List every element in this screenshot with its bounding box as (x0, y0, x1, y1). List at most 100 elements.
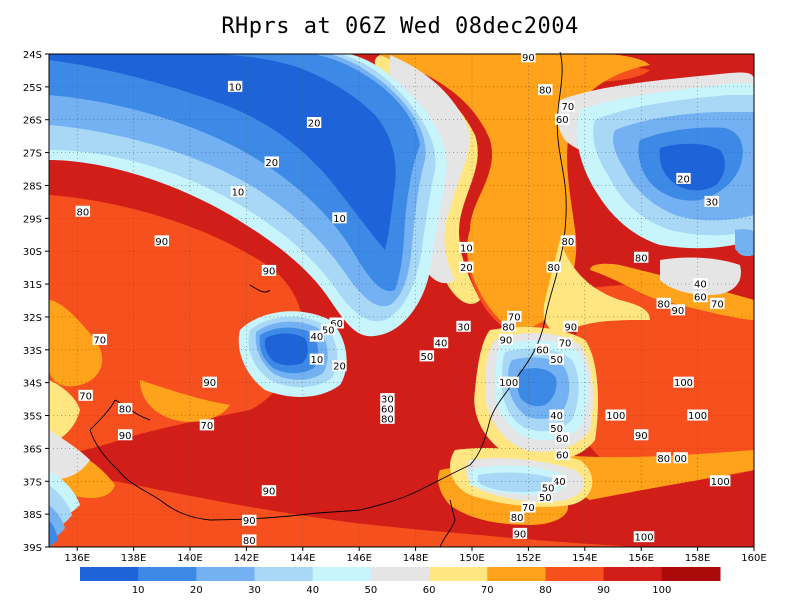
contour-label-bg (78, 389, 93, 401)
contour-label-bg (693, 278, 708, 290)
contour-label: 40 (311, 332, 324, 343)
humidity-field (49, 54, 754, 547)
colorbar-label: 70 (481, 585, 494, 596)
colorbar-swatch (254, 567, 314, 581)
contour-label-bg (563, 320, 578, 332)
contour-label: 60 (536, 345, 549, 356)
contour-label: 90 (263, 266, 276, 277)
colorbar-label: 80 (539, 585, 552, 596)
contour-label-bg (670, 304, 686, 316)
lat-tick-label: 39S (23, 543, 42, 554)
plot-frame (48, 53, 755, 548)
contour-label: 50 (322, 326, 335, 337)
contour-label-bg (656, 452, 671, 464)
lon-tick-label: 150E (459, 553, 484, 564)
lon-tick-label: 138E (121, 553, 146, 564)
contour-label: 10 (311, 355, 324, 366)
contour-label: 80 (381, 414, 394, 425)
contour-label-bg (676, 172, 691, 184)
contour-label: 70 (711, 299, 724, 310)
contour-label-bg (75, 205, 91, 217)
contour-label-bg (552, 475, 567, 487)
contour-label-bg (261, 485, 277, 497)
contour-label-bg (549, 409, 564, 421)
lon-tick-label: 152E (516, 553, 541, 564)
contour-label-bg (459, 241, 474, 253)
contour-label: 10 (333, 214, 346, 225)
lat-tick-label: 28S (23, 181, 42, 192)
contour-label-bg (634, 251, 649, 263)
colorbar-label: 90 (597, 585, 610, 596)
contour-label: 90 (671, 306, 684, 317)
contour-label-bg (332, 360, 347, 372)
lon-tick-label: 158E (685, 553, 710, 564)
lon-tick-label: 156E (628, 553, 653, 564)
contour-label: 70 (508, 312, 521, 323)
contour-label-bg (673, 452, 688, 464)
contour-label: 70 (559, 339, 572, 350)
lat-tick-label: 29S (23, 214, 42, 225)
contour-label: 80 (562, 237, 575, 248)
contour-label-bg (710, 297, 725, 309)
contour-label-bg (117, 429, 133, 441)
colorbar-label: 10 (132, 585, 145, 596)
contour-label: 70 (79, 391, 92, 402)
lat-tick-label: 33S (23, 346, 42, 357)
colorbar-swatch (196, 567, 256, 581)
latitude-labels: 24S 25S 26S 27S 28S 29S 30S 31S 32S 33S 34S 35S 36S 3… (23, 50, 42, 554)
contour-label-bg (673, 376, 694, 388)
contour-label: 90 (499, 335, 512, 346)
contour-label-bg (264, 156, 279, 168)
contour-label: 10 (460, 243, 473, 254)
contour-label: 60 (694, 293, 707, 304)
contour-label-bg (261, 264, 277, 276)
lat-tick-label: 27S (23, 149, 42, 160)
contour-label: 80 (502, 322, 515, 333)
colorbar-label: 50 (365, 585, 378, 596)
contour-label: 10 (229, 82, 242, 93)
colorbar-swatch (603, 567, 663, 581)
contour-label-bg (199, 419, 215, 431)
lat-tick-label: 30S (23, 247, 42, 258)
lat-tick-label: 36S (23, 444, 42, 455)
contour-label: 50 (542, 483, 555, 494)
contour-label-bg (687, 409, 708, 421)
lon-tick-label: 148E (403, 553, 428, 564)
contour-label-bg (320, 324, 336, 336)
contour-label-bg (555, 113, 570, 125)
contour-label: 60 (381, 404, 394, 415)
contour-label: 90 (514, 529, 527, 540)
contour-label-bg (535, 343, 550, 355)
contour-label: 40 (435, 339, 448, 350)
contour-label: 50 (550, 424, 563, 435)
lat-tick-label: 37S (23, 477, 42, 488)
lat-tick-label: 38S (23, 510, 42, 521)
contour-label-bg (380, 402, 395, 414)
lon-tick-label: 146E (346, 553, 371, 564)
contour-label: 50 (539, 493, 552, 504)
contour-label-bg (92, 333, 107, 345)
contour-label: 90 (522, 53, 535, 64)
contour-label: 100 (711, 477, 730, 488)
colorbar-label: 100 (652, 585, 671, 596)
contour-label: 10 (232, 188, 245, 199)
contour-label-bg (521, 501, 536, 513)
contour-label-bg (117, 402, 133, 414)
contour-label-bg (521, 51, 536, 63)
contour-label: 100 (499, 378, 518, 389)
contour-label: 70 (562, 102, 575, 113)
contour-label: 50 (550, 355, 563, 366)
contour-label: 70 (93, 335, 106, 346)
contour-label-bg (332, 212, 347, 224)
colorbar-swatch (370, 567, 430, 581)
contour-label: 90 (203, 378, 216, 389)
contour-label-bg (309, 330, 325, 342)
contour-label-bg (227, 80, 243, 92)
contour-label: 30 (457, 322, 470, 333)
lat-tick-label: 25S (23, 83, 42, 94)
contour-label: 40 (553, 477, 566, 488)
contour-label-bg (306, 117, 322, 129)
lat-tick-label: 26S (23, 116, 42, 127)
contour-label: 40 (550, 411, 563, 422)
